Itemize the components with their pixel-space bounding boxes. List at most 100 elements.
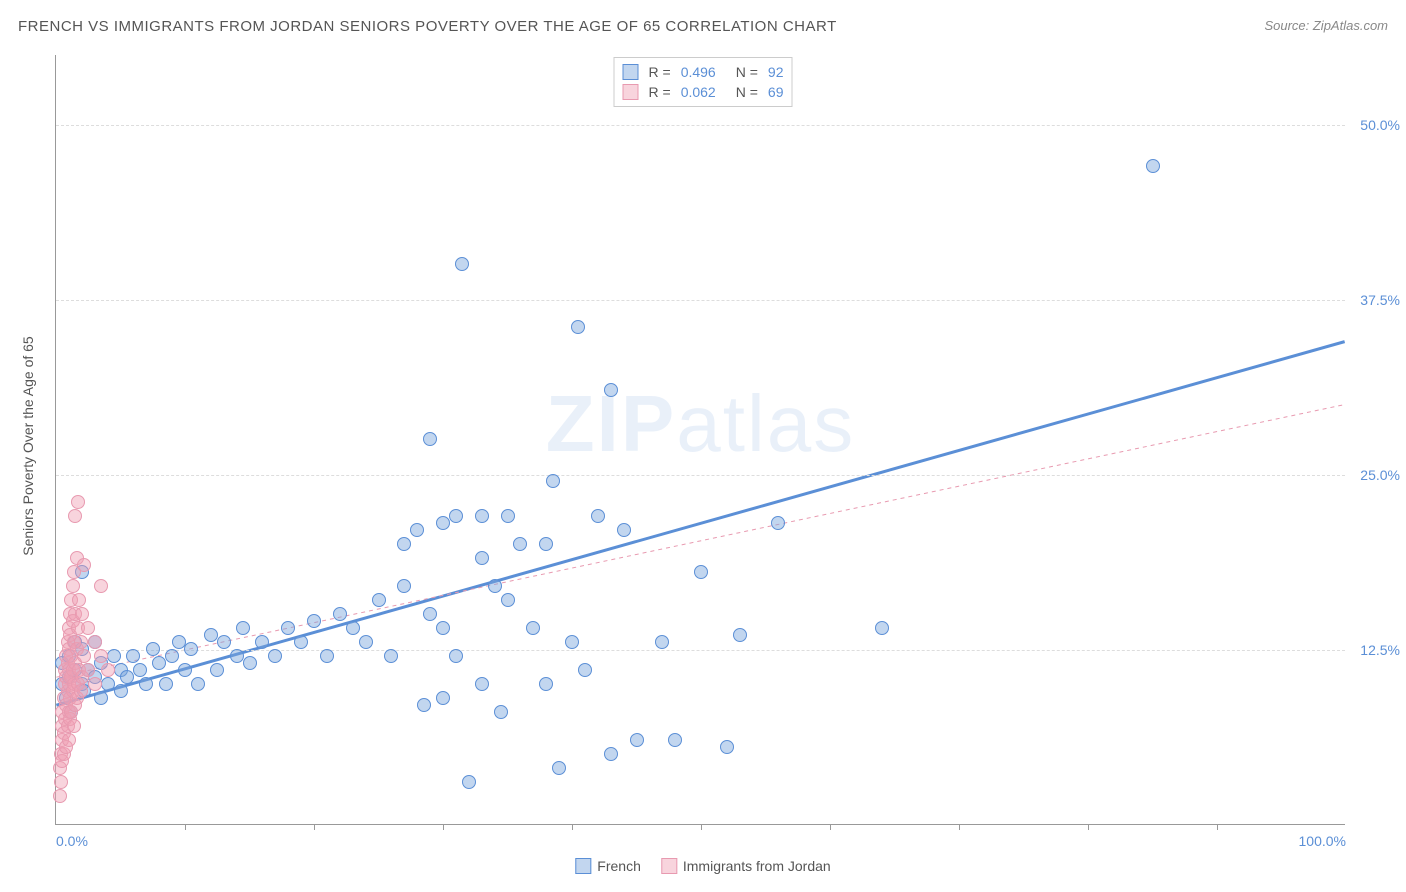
data-point bbox=[771, 516, 785, 530]
data-point bbox=[178, 663, 192, 677]
data-point bbox=[114, 684, 128, 698]
data-point bbox=[74, 684, 88, 698]
data-point bbox=[210, 663, 224, 677]
data-point bbox=[307, 614, 321, 628]
data-point bbox=[172, 635, 186, 649]
x-tick-label: 100.0% bbox=[1299, 833, 1346, 849]
data-point bbox=[294, 635, 308, 649]
data-point bbox=[133, 663, 147, 677]
n-value: 69 bbox=[768, 84, 784, 100]
data-point bbox=[475, 551, 489, 565]
gridline bbox=[56, 650, 1345, 651]
data-point bbox=[243, 656, 257, 670]
x-tick-mark bbox=[314, 824, 315, 830]
data-point bbox=[462, 775, 476, 789]
correlation-legend: R = 0.496 N = 92 R = 0.062 N = 69 bbox=[614, 57, 793, 107]
data-point bbox=[126, 649, 140, 663]
data-point bbox=[372, 593, 386, 607]
x-tick-mark bbox=[701, 824, 702, 830]
series-legend: French Immigrants from Jordan bbox=[575, 858, 830, 874]
x-tick-mark bbox=[1217, 824, 1218, 830]
x-tick-mark bbox=[572, 824, 573, 830]
data-point bbox=[68, 509, 82, 523]
chart-title: FRENCH VS IMMIGRANTS FROM JORDAN SENIORS… bbox=[18, 18, 837, 35]
data-point bbox=[236, 621, 250, 635]
data-point bbox=[526, 621, 540, 635]
legend-label: Immigrants from Jordan bbox=[683, 858, 831, 874]
data-point bbox=[204, 628, 218, 642]
data-point bbox=[72, 593, 86, 607]
data-point bbox=[501, 509, 515, 523]
data-point bbox=[120, 670, 134, 684]
data-point bbox=[384, 649, 398, 663]
data-point bbox=[655, 635, 669, 649]
data-point bbox=[488, 579, 502, 593]
data-point bbox=[159, 677, 173, 691]
data-point bbox=[77, 558, 91, 572]
source-attribution: Source: ZipAtlas.com bbox=[1264, 18, 1388, 33]
data-point bbox=[333, 607, 347, 621]
data-point bbox=[604, 747, 618, 761]
data-point bbox=[436, 516, 450, 530]
data-point bbox=[630, 733, 644, 747]
data-point bbox=[720, 740, 734, 754]
data-point bbox=[475, 509, 489, 523]
data-point bbox=[152, 656, 166, 670]
y-axis-label: Seniors Poverty Over the Age of 65 bbox=[20, 336, 36, 555]
gridline bbox=[56, 300, 1345, 301]
data-point bbox=[66, 579, 80, 593]
n-label: N = bbox=[736, 84, 758, 100]
data-point bbox=[475, 677, 489, 691]
data-point bbox=[397, 537, 411, 551]
data-point bbox=[346, 621, 360, 635]
y-tick-label: 25.0% bbox=[1350, 467, 1400, 483]
n-value: 92 bbox=[768, 64, 784, 80]
legend-label: French bbox=[597, 858, 641, 874]
data-point bbox=[53, 789, 67, 803]
stats-row: R = 0.062 N = 69 bbox=[623, 82, 784, 102]
data-point bbox=[81, 663, 95, 677]
data-point bbox=[539, 677, 553, 691]
data-point bbox=[397, 579, 411, 593]
data-point bbox=[539, 537, 553, 551]
data-point bbox=[268, 649, 282, 663]
plot-area: ZIPatlas 12.5%25.0%37.5%50.0%0.0%100.0% bbox=[55, 55, 1345, 825]
data-point bbox=[230, 649, 244, 663]
watermark: ZIPatlas bbox=[546, 378, 855, 470]
data-point bbox=[359, 635, 373, 649]
r-value: 0.062 bbox=[681, 84, 716, 100]
data-point bbox=[139, 677, 153, 691]
x-tick-mark bbox=[959, 824, 960, 830]
r-value: 0.496 bbox=[681, 64, 716, 80]
data-point bbox=[75, 607, 89, 621]
y-tick-label: 37.5% bbox=[1350, 292, 1400, 308]
data-point bbox=[436, 691, 450, 705]
x-tick-mark bbox=[830, 824, 831, 830]
gridline bbox=[56, 475, 1345, 476]
y-tick-label: 50.0% bbox=[1350, 117, 1400, 133]
n-label: N = bbox=[736, 64, 758, 80]
data-point bbox=[101, 663, 115, 677]
data-point bbox=[552, 761, 566, 775]
data-point bbox=[449, 649, 463, 663]
legend-item: French bbox=[575, 858, 641, 874]
data-point bbox=[513, 537, 527, 551]
data-point bbox=[694, 565, 708, 579]
data-point bbox=[578, 663, 592, 677]
data-point bbox=[423, 432, 437, 446]
data-point bbox=[320, 649, 334, 663]
y-tick-label: 12.5% bbox=[1350, 642, 1400, 658]
data-point bbox=[94, 649, 108, 663]
data-point bbox=[494, 705, 508, 719]
data-point bbox=[217, 635, 231, 649]
data-point bbox=[617, 523, 631, 537]
legend-swatch bbox=[623, 64, 639, 80]
data-point bbox=[410, 523, 424, 537]
data-point bbox=[54, 775, 68, 789]
legend-swatch bbox=[575, 858, 591, 874]
data-point bbox=[94, 691, 108, 705]
data-point bbox=[191, 677, 205, 691]
data-point bbox=[77, 649, 91, 663]
data-point bbox=[436, 621, 450, 635]
r-label: R = bbox=[649, 84, 671, 100]
